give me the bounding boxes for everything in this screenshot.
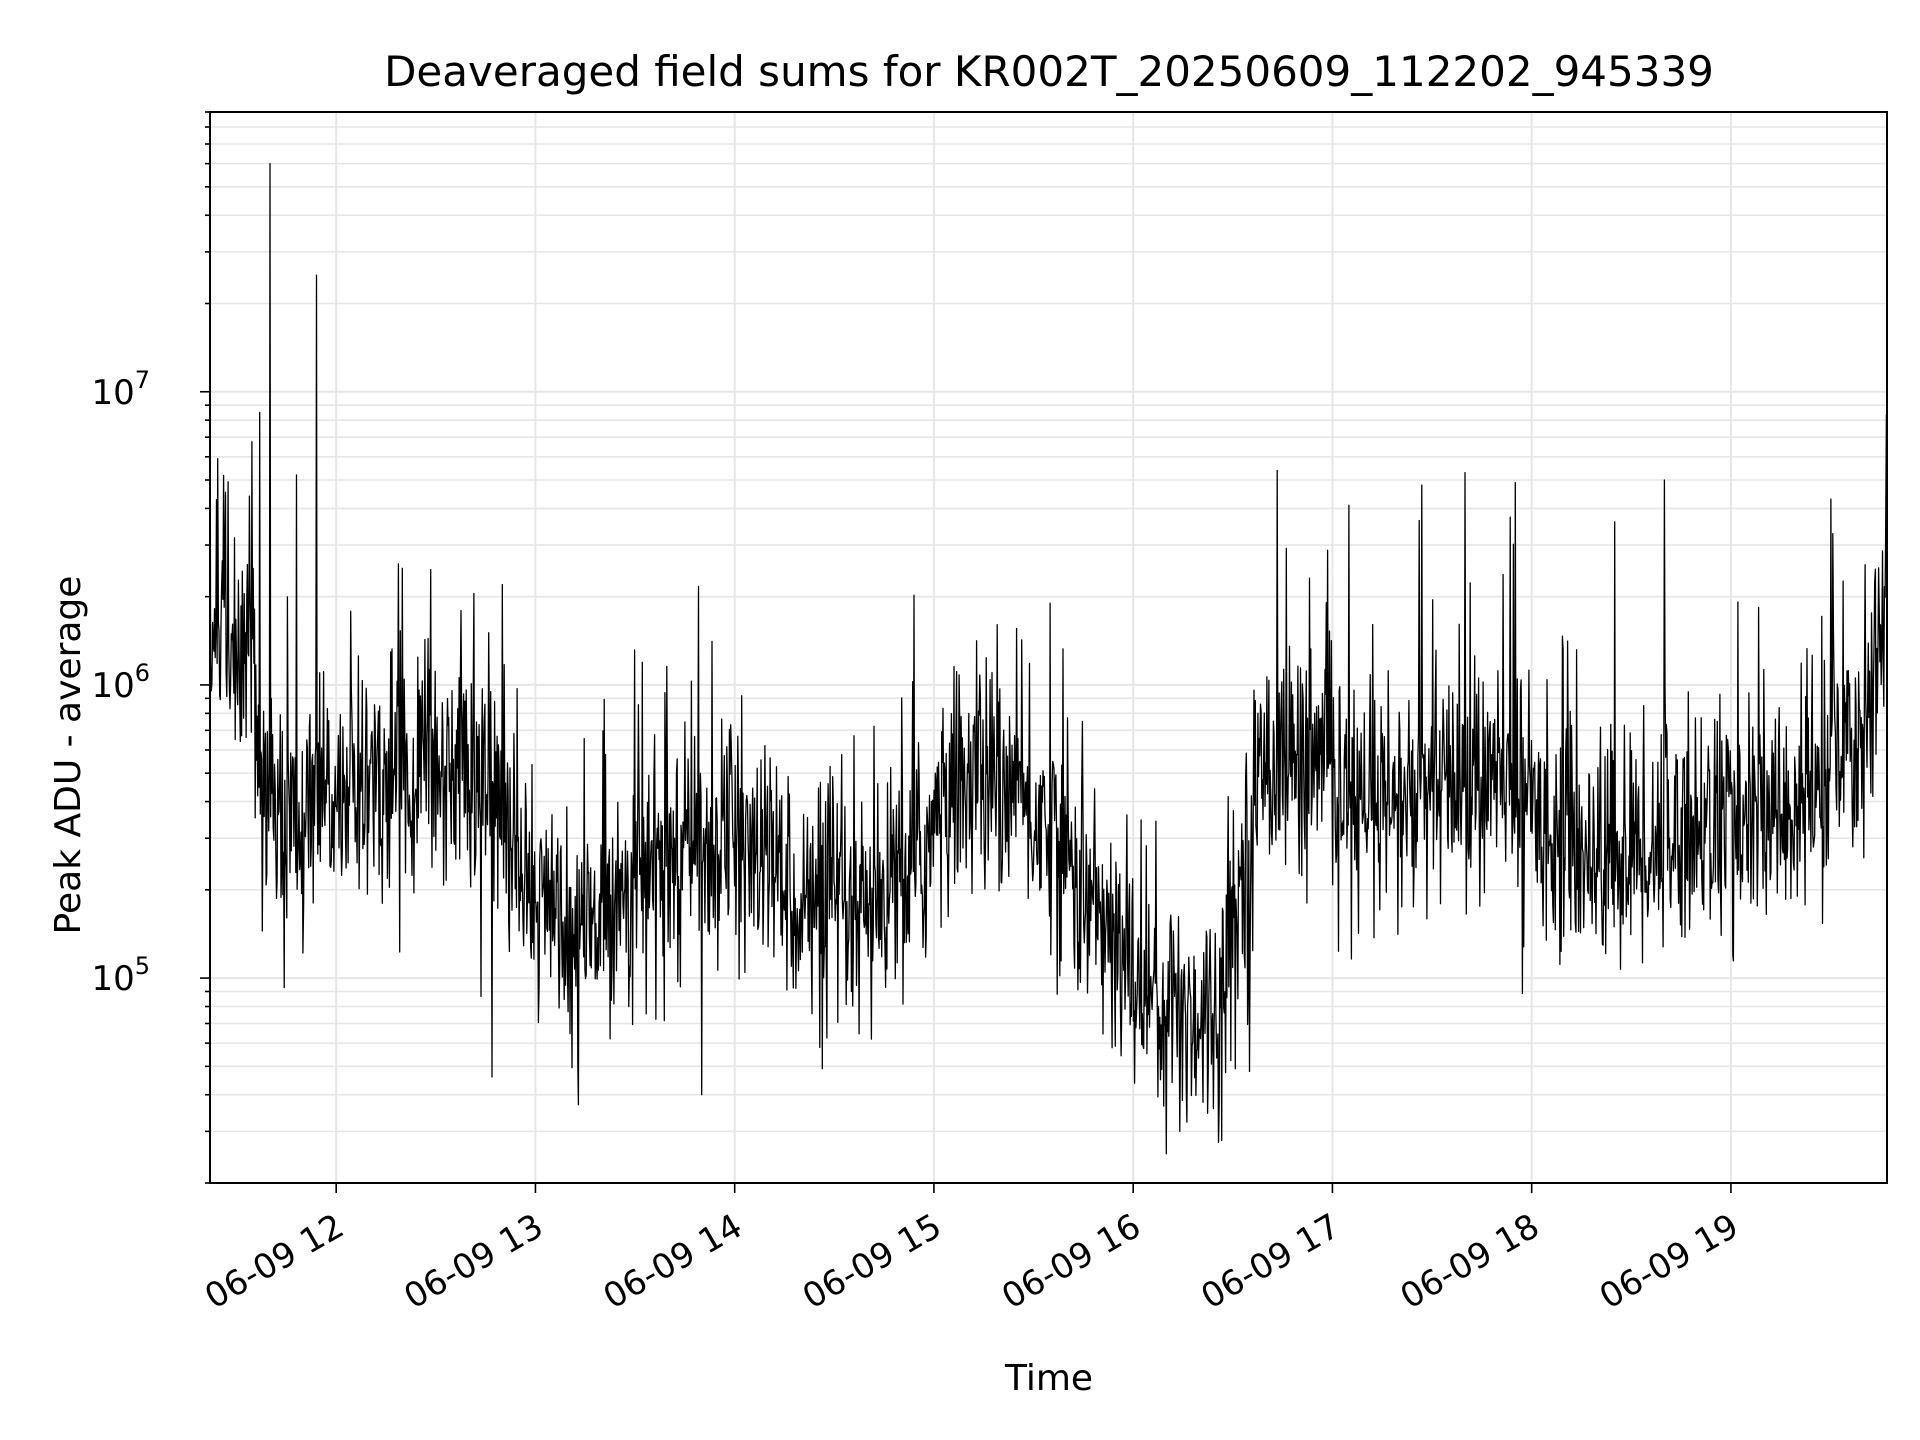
- chart-title: Deaveraged field sums for KR002T_2025060…: [384, 47, 1714, 96]
- plot-frame: [209, 111, 1888, 1184]
- y-axis-label: Peak ADU - average: [48, 576, 89, 935]
- y-tick-label: 106: [91, 659, 150, 706]
- series-layer: [209, 162, 1888, 1155]
- y-tick-base: 10: [91, 373, 134, 413]
- y-tick-label: 107: [91, 366, 150, 413]
- x-axis-label: Time: [1004, 1358, 1093, 1399]
- y-tick-label: 105: [91, 952, 150, 999]
- series-line: [209, 162, 1888, 1155]
- y-tick-exponent: 6: [135, 659, 150, 687]
- y-tick-exponent: 7: [135, 366, 150, 394]
- y-tick-exponent: 5: [135, 952, 150, 980]
- y-tick-base: 10: [91, 666, 134, 706]
- y-tick-base: 10: [91, 959, 134, 999]
